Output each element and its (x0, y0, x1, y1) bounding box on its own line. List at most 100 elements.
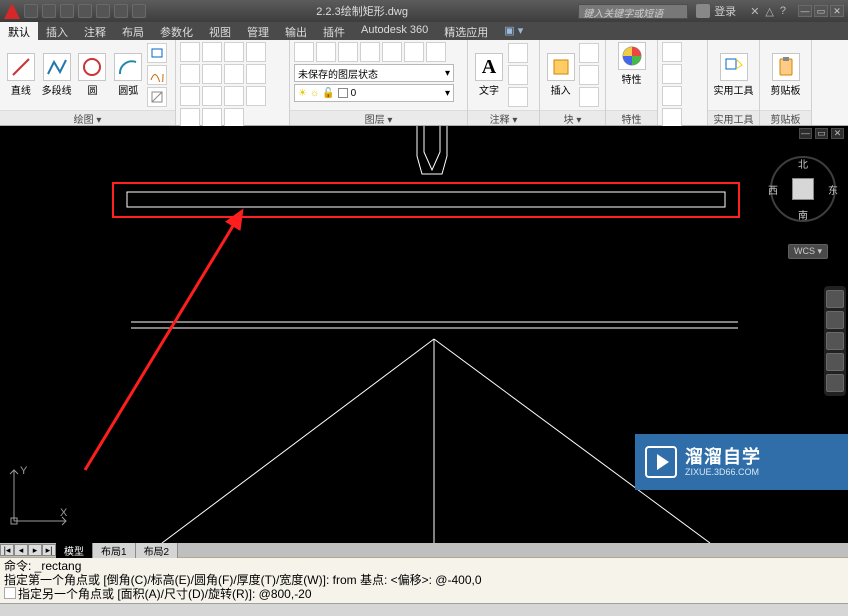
offset-icon[interactable] (202, 108, 222, 128)
maximize-button[interactable]: ▭ (814, 5, 828, 17)
nav-pan-icon[interactable] (826, 311, 844, 329)
tab-manage[interactable]: 管理 (239, 22, 277, 40)
qat-undo-icon[interactable] (114, 4, 128, 18)
qat-print-icon[interactable] (96, 4, 110, 18)
search-input[interactable]: 键入关键字或短语 (578, 4, 688, 19)
layer-lock-icon[interactable] (360, 42, 380, 62)
layer-props-icon[interactable] (294, 42, 314, 62)
tab-featured[interactable]: 精选应用 (436, 22, 496, 40)
layer-prev-icon[interactable] (404, 42, 424, 62)
qat-save-icon[interactable] (60, 4, 74, 18)
wcs-dropdown[interactable]: WCS ▾ (788, 244, 828, 259)
erase-icon[interactable] (180, 64, 200, 84)
table-icon[interactable] (508, 87, 528, 107)
cmd-input-line[interactable]: 指定另一个角点或 [面积(A)/尺寸(D)/旋转(R)]: @800,-20 (18, 587, 312, 601)
scale-icon[interactable] (246, 86, 266, 106)
tab-layout2[interactable]: 布局2 (136, 543, 179, 558)
leader-icon[interactable] (508, 65, 528, 85)
block-attr-icon[interactable] (579, 87, 599, 107)
nav-showmotion-icon[interactable] (826, 374, 844, 392)
drawing-canvas[interactable]: Y X — ▭ ✕ 北 南 东 西 WCS ▾ 溜溜自学 ZIXUE.3D66.… (0, 126, 848, 543)
doc-maximize-button[interactable]: ▭ (815, 128, 828, 139)
qat-redo-icon[interactable] (132, 4, 146, 18)
tab-nav-last-icon[interactable]: ▸| (42, 544, 56, 556)
chamfer-icon[interactable] (180, 86, 200, 106)
polyline-button[interactable]: 多段线 (40, 53, 74, 97)
layer-freeze-icon[interactable] (338, 42, 358, 62)
group-select-icon[interactable] (662, 108, 682, 128)
tab-a360[interactable]: Autodesk 360 (353, 22, 436, 40)
tab-annotate[interactable]: 注释 (76, 22, 114, 40)
viewcube-south[interactable]: 南 (796, 207, 810, 222)
tab-layout[interactable]: 布局 (114, 22, 152, 40)
doc-close-button[interactable]: ✕ (831, 128, 844, 139)
block-edit-icon[interactable] (579, 65, 599, 85)
trim-icon[interactable] (224, 42, 244, 62)
layer-match-icon[interactable] (382, 42, 402, 62)
viewcube-face[interactable] (792, 178, 814, 200)
close-button[interactable]: ✕ (830, 5, 844, 17)
viewcube[interactable]: 北 南 东 西 (770, 156, 836, 222)
viewcube-east[interactable]: 东 (826, 182, 840, 197)
utilities-button[interactable]: 实用工具 (712, 53, 755, 97)
viewcube-north[interactable]: 北 (796, 156, 810, 171)
cloud-icon[interactable]: △ (765, 5, 773, 18)
layer-state-icon[interactable] (426, 42, 446, 62)
text-button[interactable]: A文字 (472, 53, 506, 97)
layer-iso-icon[interactable] (316, 42, 336, 62)
tab-parametric[interactable]: 参数化 (152, 22, 201, 40)
line-button[interactable]: 直线 (4, 53, 38, 97)
copy-icon[interactable] (202, 64, 222, 84)
layer-state-dropdown[interactable]: 未保存的图层状态▾ (294, 64, 454, 82)
ungroup-icon[interactable] (662, 64, 682, 84)
group-edit-icon[interactable] (662, 86, 682, 106)
qat-new-icon[interactable] (24, 4, 38, 18)
spline-icon[interactable] (147, 65, 167, 85)
panel-block-title[interactable]: 块 ▾ (540, 110, 605, 125)
tab-layout1[interactable]: 布局1 (93, 543, 136, 558)
rotate-icon[interactable] (202, 42, 222, 62)
command-line[interactable]: 命令: _rectang 指定第一个角点或 [倒角(C)/标高(E)/圆角(F)… (0, 557, 848, 603)
tab-overflow[interactable]: ▣ ▾ (496, 22, 531, 40)
doc-minimize-button[interactable]: — (799, 128, 812, 139)
tab-model[interactable]: 模型 (56, 543, 93, 558)
exchange-icon[interactable]: ✕ (750, 5, 759, 18)
circle-button[interactable]: 圆 (76, 53, 110, 97)
rectangle-icon[interactable] (147, 43, 167, 63)
mirror-icon[interactable] (224, 64, 244, 84)
properties-button[interactable]: 特性 (610, 42, 654, 86)
move-icon[interactable] (180, 42, 200, 62)
dim-linear-icon[interactable] (508, 43, 528, 63)
extend-icon[interactable] (246, 42, 266, 62)
qat-open-icon[interactable] (42, 4, 56, 18)
hatch-icon[interactable] (147, 87, 167, 107)
group-icon[interactable] (662, 42, 682, 62)
block-create-icon[interactable] (579, 43, 599, 63)
stretch-icon[interactable] (224, 86, 244, 106)
array-icon[interactable] (180, 108, 200, 128)
nav-orbit-icon[interactable] (826, 353, 844, 371)
tab-nav-first-icon[interactable]: |◂ (0, 544, 14, 556)
panel-annotate-title[interactable]: 注释 ▾ (468, 110, 539, 125)
qat-saveas-icon[interactable] (78, 4, 92, 18)
panel-layers-title[interactable]: 图层 ▾ (290, 110, 467, 125)
help-icon[interactable]: ? (780, 5, 786, 18)
clipboard-button[interactable]: 剪贴板 (764, 53, 807, 97)
tab-insert[interactable]: 插入 (38, 22, 76, 40)
minimize-button[interactable]: — (798, 5, 812, 17)
tab-output[interactable]: 输出 (277, 22, 315, 40)
arc-button[interactable]: 圆弧 (111, 53, 145, 97)
tab-default[interactable]: 默认 (0, 22, 38, 40)
viewcube-west[interactable]: 西 (766, 182, 780, 197)
align-icon[interactable] (224, 108, 244, 128)
current-layer-dropdown[interactable]: ☀☼🔓 0▾ (294, 84, 454, 102)
tab-view[interactable]: 视图 (201, 22, 239, 40)
tab-nav-next-icon[interactable]: ▸ (28, 544, 42, 556)
nav-wheel-icon[interactable] (826, 290, 844, 308)
insert-block-button[interactable]: 插入 (544, 53, 577, 97)
fillet-icon[interactable] (246, 64, 266, 84)
nav-zoom-icon[interactable] (826, 332, 844, 350)
sign-in-button[interactable]: 登录 (696, 3, 736, 19)
tab-plugins[interactable]: 插件 (315, 22, 353, 40)
tab-nav-prev-icon[interactable]: ◂ (14, 544, 28, 556)
